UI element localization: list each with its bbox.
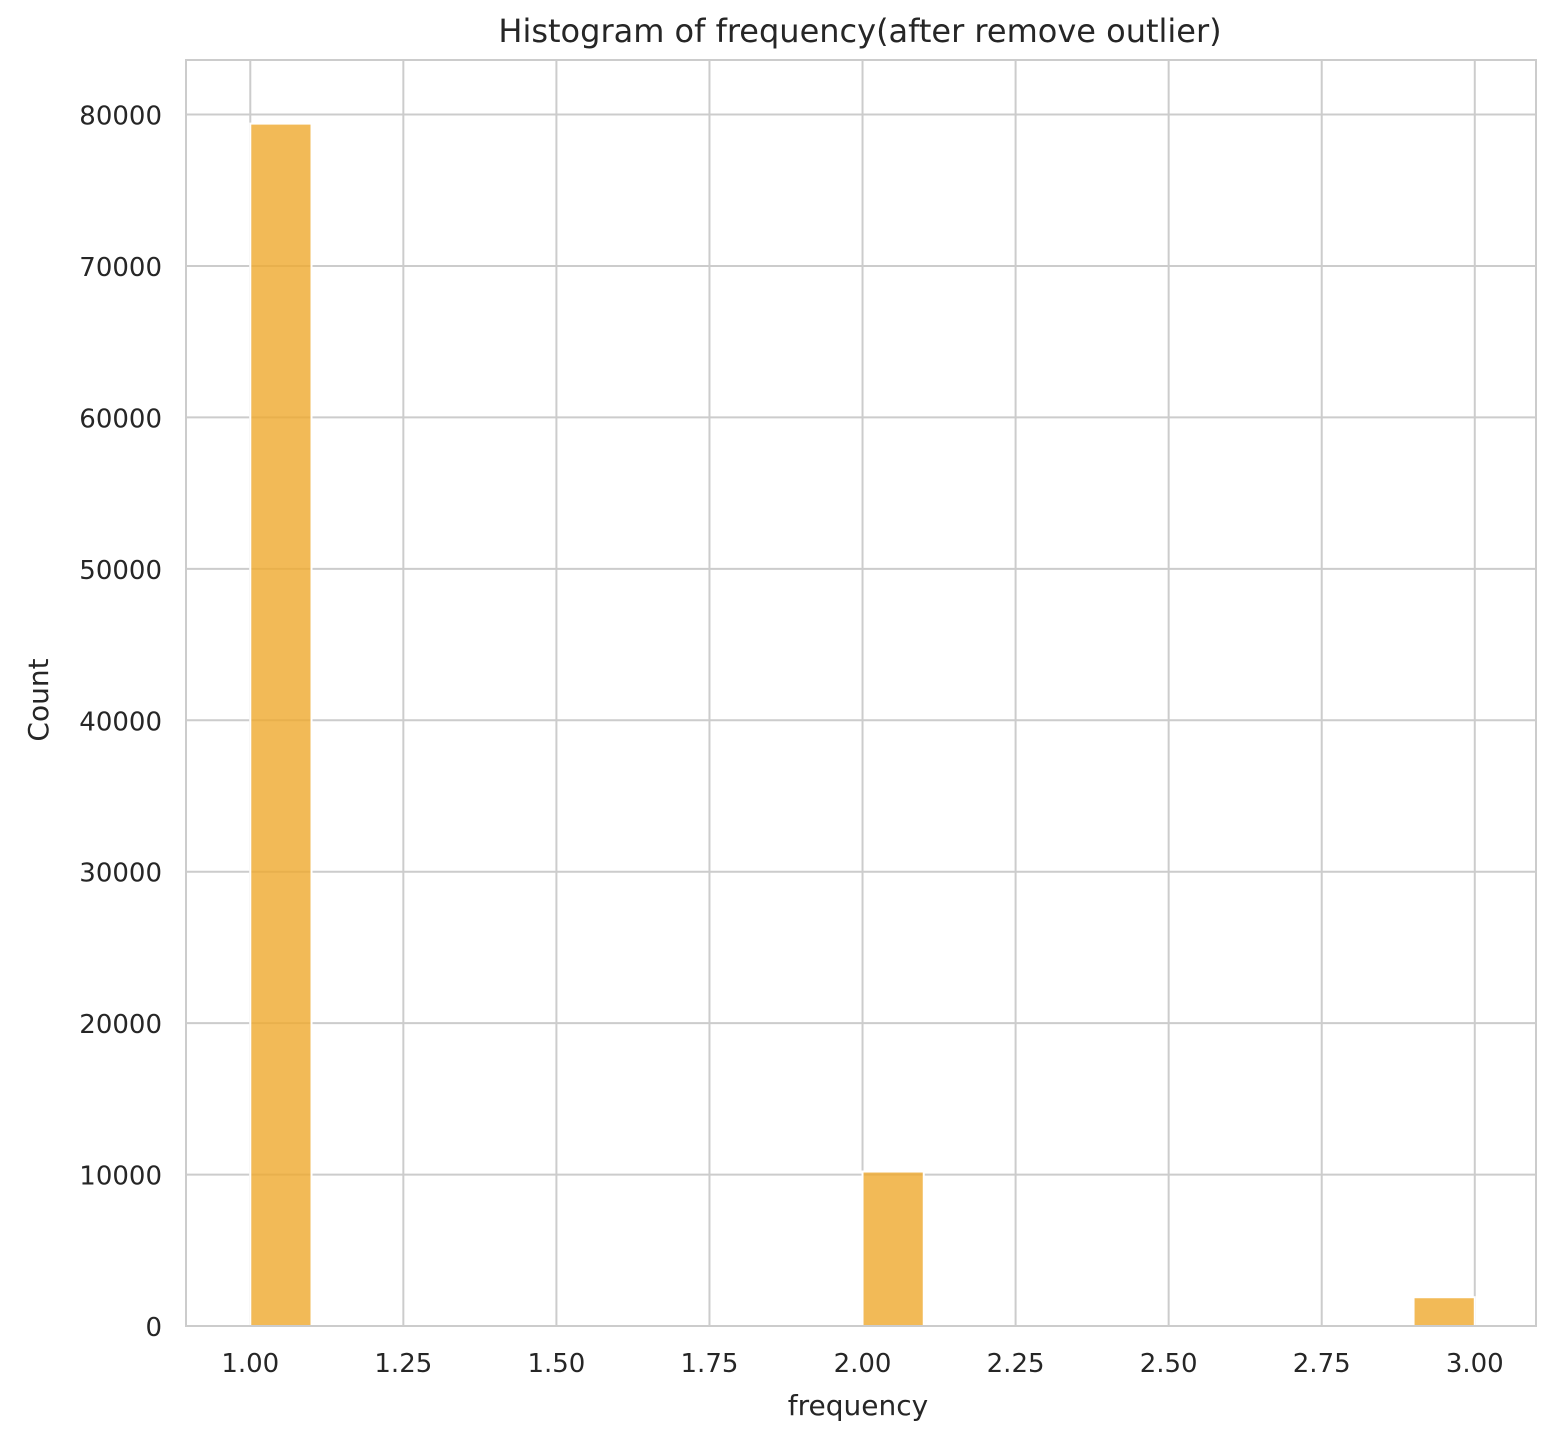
y-tick-label: 50000 — [79, 556, 162, 586]
histogram-bar — [249, 122, 313, 1327]
y-tick-label: 60000 — [79, 404, 162, 434]
y-tick-label: 0 — [145, 1313, 162, 1343]
y-tick-label: 70000 — [79, 253, 162, 283]
y-tick-labels: 0 10000 20000 30000 40000 50000 60000 70000 8000… — [79, 102, 162, 1343]
chart-title: Histogram of frequency(after remove outl… — [498, 12, 1221, 50]
x-tick-labels: 1.00 1.25 1.50 1.75 2.00 2.25 2.50 2.75 3.00 — [221, 1349, 1503, 1379]
x-tick-label: 3.00 — [1446, 1349, 1504, 1379]
x-tick-label: 2.00 — [834, 1349, 892, 1379]
x-tick-label: 2.75 — [1293, 1349, 1351, 1379]
x-tick-label: 1.00 — [221, 1349, 279, 1379]
histogram-bar — [861, 1170, 925, 1327]
x-tick-label: 1.50 — [527, 1349, 585, 1379]
x-tick-label: 1.75 — [681, 1349, 739, 1379]
y-tick-label: 80000 — [79, 102, 162, 132]
y-tick-label: 20000 — [79, 1010, 162, 1040]
y-axis-label: Count — [22, 658, 55, 741]
histogram-bar — [1412, 1296, 1476, 1328]
x-axis-label: frequency — [788, 1389, 928, 1422]
x-tick-label: 1.25 — [374, 1349, 432, 1379]
y-tick-label: 40000 — [79, 707, 162, 737]
plot-frame — [185, 59, 1537, 1327]
y-tick-label: 10000 — [79, 1162, 162, 1192]
y-tick-label: 30000 — [79, 859, 162, 889]
x-tick-label: 2.25 — [987, 1349, 1045, 1379]
x-tick-label: 2.50 — [1140, 1349, 1198, 1379]
grid-lines — [186, 60, 1536, 1327]
histogram-bars — [249, 122, 1476, 1328]
